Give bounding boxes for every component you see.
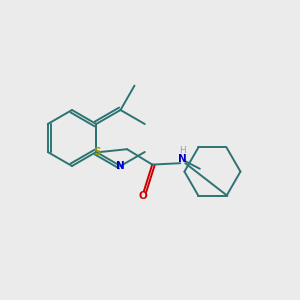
Text: S: S [94,147,101,157]
Text: N: N [178,154,187,164]
Text: H: H [179,146,186,155]
Text: O: O [139,191,147,201]
Text: N: N [116,161,125,171]
